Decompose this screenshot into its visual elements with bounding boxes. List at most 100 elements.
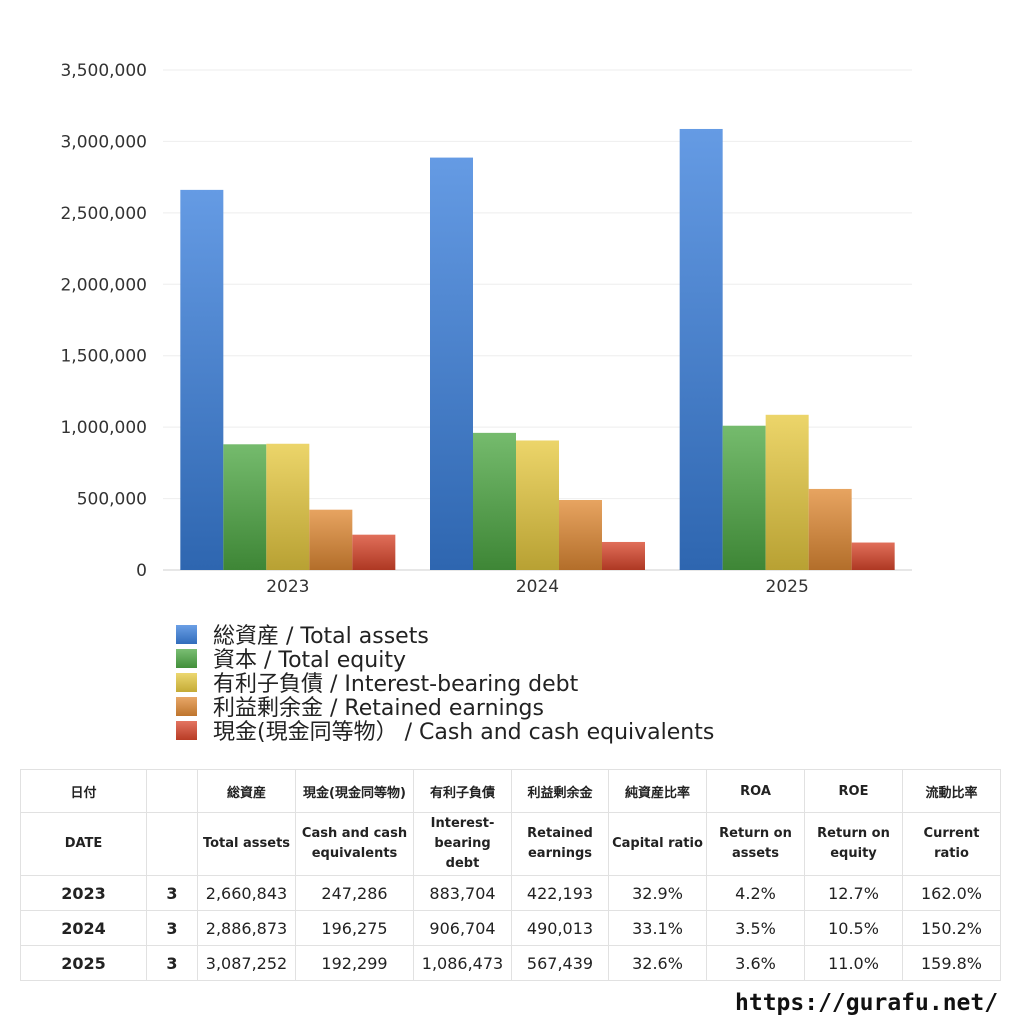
table-row: 2023 3 2,660,843 247,286 883,704 422,193 32.9%… — [20, 875, 1001, 911]
table-header-cell — [146, 769, 198, 813]
bar-2025-s4 — [851, 542, 895, 570]
legend-swatch — [176, 648, 197, 668]
table-cell: 10.5% — [804, 910, 903, 946]
table-cell: 196,275 — [295, 910, 414, 946]
x-axis-ticks: 2023 2024 2025 — [266, 577, 809, 597]
table-cell: 3 — [146, 910, 198, 946]
table-cell: 4.2% — [706, 875, 805, 911]
table-row: 2025 3 3,087,252 192,299 1,086,473 567,439 32.… — [20, 945, 1001, 981]
y-tick-label: 2,500,000 — [60, 204, 147, 224]
table-cell: 3.5% — [706, 910, 805, 946]
bar-2024-s0 — [430, 157, 473, 570]
y-axis-ticks: 0 500,000 1,000,000 1,500,000 2,000,000 2,500… — [60, 61, 147, 581]
legend-label: 現金(現金同等物） / Cash and cash equivalents — [213, 720, 715, 745]
table-header-cell: 有利子負債 — [413, 769, 512, 813]
table-cell: 12.7% — [804, 875, 903, 911]
table-cell: 162.0% — [902, 875, 1001, 911]
legend-label: 有利子負債 / Interest-bearing debt — [213, 672, 579, 697]
bar-2023-s2 — [266, 443, 310, 570]
bar-2025-s3 — [808, 488, 852, 570]
legend-label: 総資産 / Total assets — [213, 624, 429, 649]
bar-2023-s0 — [180, 189, 224, 570]
table-header-cell: Interest-bearing debt — [413, 812, 512, 876]
legend-item: 有利子負債 / Interest-bearing debt — [176, 670, 714, 697]
table-cell: 159.8% — [902, 945, 1001, 981]
table-cell: 422,193 — [511, 875, 609, 911]
bar-2025-s0 — [679, 128, 723, 571]
x-tick-label: 2024 — [516, 577, 559, 597]
table-cell: 883,704 — [413, 875, 512, 911]
table-cell: 11.0% — [804, 945, 903, 981]
table-cell: 2025 — [20, 945, 147, 981]
table-header-cell: Retained earnings — [511, 812, 609, 876]
table-header-cell: 現金(現金同等物) — [295, 769, 414, 813]
bar-2023-s3 — [309, 509, 353, 570]
bar-2024-s2 — [516, 440, 559, 570]
bar-2024-s3 — [559, 499, 602, 570]
bar-chart: 0 500,000 1,000,000 1,500,000 2,000,000 2,500… — [60, 61, 912, 597]
table-header-cell: DATE — [20, 812, 147, 876]
table-cell: 247,286 — [295, 875, 414, 911]
table-header-cell: 総資産 — [197, 769, 296, 813]
legend-swatch — [176, 720, 197, 740]
bar-2024-s4 — [602, 541, 645, 570]
table-cell: 32.9% — [608, 875, 707, 911]
y-tick-label: 1,500,000 — [60, 347, 147, 367]
financial-table: 日付 総資産 現金(現金同等物) 有利子負債 利益剰余金 純資産比率 ROA ROE 流動比率 D… — [20, 769, 1001, 981]
table-row: 2024 3 2,886,873 196,275 906,704 490,013 33.1%… — [20, 910, 1001, 946]
table-header-cell: Capital ratio — [608, 812, 707, 876]
legend-label: 資本 / Total equity — [213, 648, 406, 673]
y-tick-label: 1,000,000 — [60, 418, 147, 438]
y-tick-label: 0 — [136, 561, 147, 581]
table-header-cell: Current ratio — [902, 812, 1001, 876]
table-cell: 33.1% — [608, 910, 707, 946]
table-cell: 3.6% — [706, 945, 805, 981]
table-cell: 2023 — [20, 875, 147, 911]
table-cell: 1,086,473 — [413, 945, 512, 981]
table-header-row: DATE Total assets Cash and cash equivalent… — [20, 812, 1001, 876]
table-cell: 2,660,843 — [197, 875, 296, 911]
x-tick-label: 2023 — [266, 577, 309, 597]
site-url: https://gurafu.net/ — [735, 990, 999, 1016]
table-header-cell: 利益剰余金 — [511, 769, 609, 813]
table-header-cell: Return on assets — [706, 812, 805, 876]
table-header-cell: 純資産比率 — [608, 769, 707, 813]
y-tick-label: 3,500,000 — [60, 61, 147, 81]
table-header-cell: Return on equity — [804, 812, 903, 876]
legend-item: 利益剰余金 / Retained earnings — [176, 694, 714, 721]
table-cell: 567,439 — [511, 945, 609, 981]
bar-2024-s1 — [473, 432, 516, 570]
legend-item: 現金(現金同等物） / Cash and cash equivalents — [176, 718, 714, 745]
legend-swatch — [176, 696, 197, 716]
table-cell: 3 — [146, 945, 198, 981]
table-header-cell: 日付 — [20, 769, 147, 813]
table-cell: 2,886,873 — [197, 910, 296, 946]
legend-item: 資本 / Total equity — [176, 646, 714, 673]
table-header-row: 日付 総資産 現金(現金同等物) 有利子負債 利益剰余金 純資産比率 ROA ROE 流動比率 — [20, 769, 1001, 813]
table-header-cell: Cash and cash equivalents — [295, 812, 414, 876]
table-cell: 2024 — [20, 910, 147, 946]
table-header-cell: ROE — [804, 769, 903, 813]
legend-swatch — [176, 624, 197, 644]
bars — [180, 128, 895, 571]
table-header-cell: Total assets — [197, 812, 296, 876]
legend-item: 総資産 / Total assets — [176, 622, 714, 649]
y-tick-label: 3,000,000 — [60, 132, 147, 152]
table-cell: 3 — [146, 875, 198, 911]
table-header-cell: 流動比率 — [902, 769, 1001, 813]
bar-2023-s1 — [223, 444, 267, 570]
bar-2023-s4 — [352, 534, 396, 570]
table-cell: 906,704 — [413, 910, 512, 946]
table-cell: 3,087,252 — [197, 945, 296, 981]
x-tick-label: 2025 — [766, 577, 809, 597]
table-cell: 490,013 — [511, 910, 609, 946]
y-tick-label: 500,000 — [77, 490, 147, 510]
table-header-cell: ROA — [706, 769, 805, 813]
legend: 総資産 / Total assets 資本 / Total equity 有利子… — [176, 622, 714, 745]
y-tick-label: 2,000,000 — [60, 275, 147, 295]
bar-2025-s2 — [765, 414, 809, 570]
table-cell: 192,299 — [295, 945, 414, 981]
table-cell: 150.2% — [902, 910, 1001, 946]
table-cell: 32.6% — [608, 945, 707, 981]
bar-2025-s1 — [722, 425, 766, 570]
